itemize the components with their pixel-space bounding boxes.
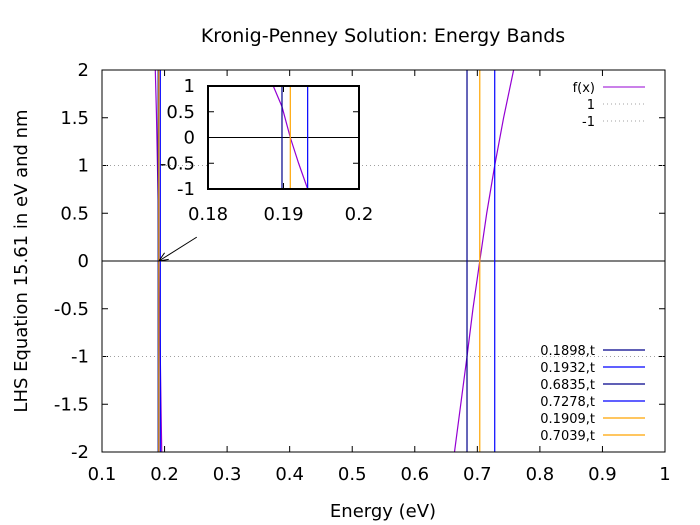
- inset-frame: [207, 85, 360, 190]
- y-tick-label: -2: [71, 442, 89, 463]
- legend-label: -1: [582, 115, 595, 130]
- y-tick-label: 1: [78, 156, 89, 177]
- x-tick-label: 0.2: [150, 464, 179, 485]
- inset-x-tick-label: 0.2: [345, 204, 374, 225]
- y-tick-label: 1.5: [60, 108, 89, 129]
- inset-x-tick-label: 0.19: [263, 204, 303, 225]
- x-tick-label: 1: [659, 464, 670, 485]
- chart-title: Kronig-Penney Solution: Energy Bands: [201, 25, 565, 47]
- x-tick-label: 0.5: [338, 464, 367, 485]
- y-tick-label: -1.5: [54, 394, 89, 415]
- y-tick-label: 2: [78, 60, 89, 81]
- annotation-arrowhead: [157, 252, 169, 262]
- y-tick-label: 0.5: [60, 203, 89, 224]
- y-tick-label: 0: [78, 251, 89, 272]
- y-tick-label: -0.5: [54, 299, 89, 320]
- x-tick-label: 0.3: [213, 464, 242, 485]
- x-tick-label: 0.9: [588, 464, 617, 485]
- legend-label: 1: [587, 98, 595, 113]
- x-tick-label: 0.6: [400, 464, 429, 485]
- y-tick-label: -1: [71, 347, 89, 368]
- legend-label: 0.1898,t: [540, 344, 595, 359]
- inset-y-tick-label: 0: [184, 128, 195, 149]
- inset-y-tick-label: 0.5: [166, 102, 195, 123]
- x-tick-label: 0.8: [526, 464, 555, 485]
- legend-label: 0.7278,t: [540, 395, 595, 410]
- inset-y-tick-label: 1: [184, 76, 195, 97]
- inset-x-tick-label: 0.18: [188, 204, 228, 225]
- legend-label: 0.7039,t: [540, 429, 595, 444]
- series-curve-fx: [453, 70, 515, 452]
- legend-label: 0.1932,t: [540, 361, 595, 376]
- legend-label: f(x): [573, 81, 595, 96]
- x-tick-label: 0.7: [463, 464, 492, 485]
- y-axis-label: LHS Equation 15.61 in eV and nm: [11, 109, 32, 412]
- legend-label: 0.1909,t: [540, 412, 595, 427]
- x-tick-label: 0.4: [275, 464, 304, 485]
- annotation-arrow: [158, 236, 198, 262]
- inset-y-tick-label: -1: [177, 179, 195, 200]
- x-tick-label: 0.1: [88, 464, 117, 485]
- x-axis-label: Energy (eV): [330, 501, 436, 522]
- legend-label: 0.6835,t: [540, 378, 595, 393]
- inset-y-tick-label: -0.5: [160, 153, 195, 174]
- plot-frame: [101, 69, 666, 453]
